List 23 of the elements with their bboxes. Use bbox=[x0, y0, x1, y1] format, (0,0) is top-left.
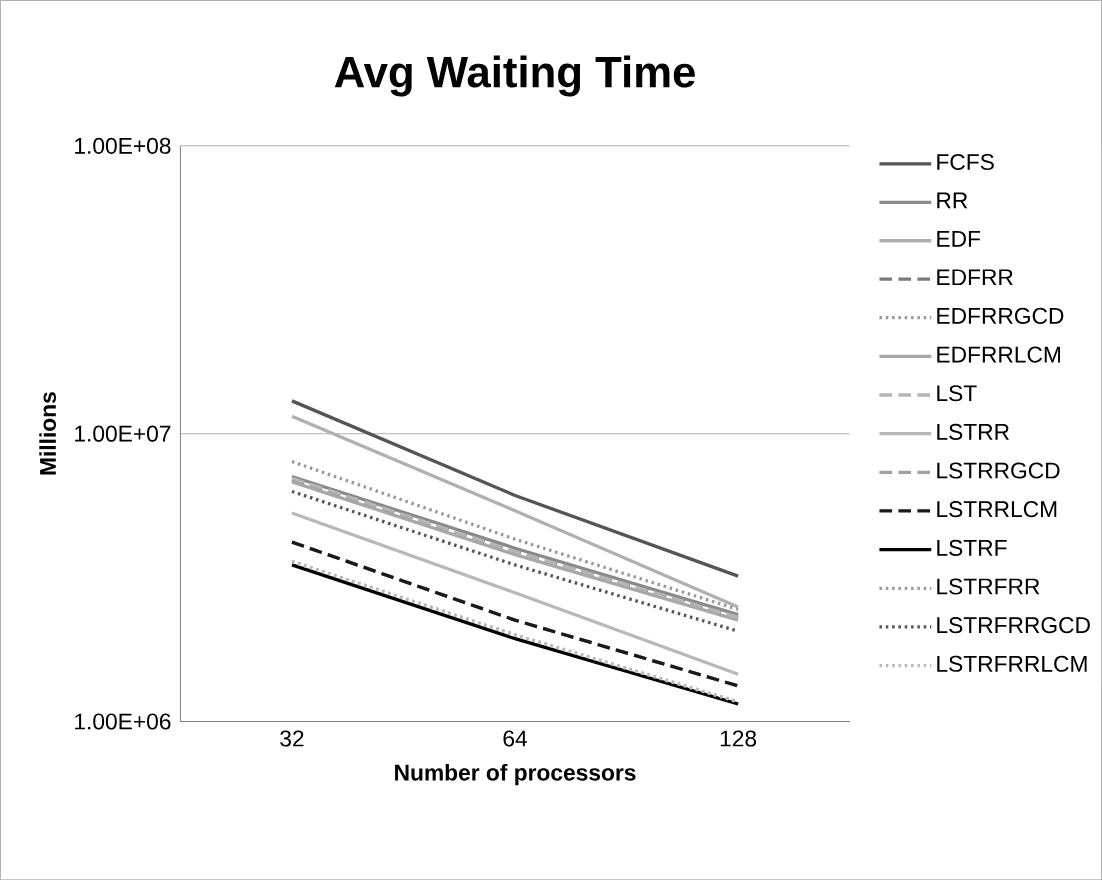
legend-label: RR bbox=[937, 192, 968, 209]
legend-label: LSTRR bbox=[937, 423, 1009, 440]
legend-label: LSTRRGCD bbox=[937, 462, 1060, 479]
legend-label: LSTRF bbox=[937, 539, 1007, 556]
x-tick-label: 64 bbox=[503, 730, 527, 747]
y-tick-label: 1.00E+08 bbox=[75, 137, 171, 154]
y-tick-label: 1.00E+07 bbox=[75, 425, 171, 442]
legend-label: LSTRFRR bbox=[937, 578, 1040, 595]
legend-label: LSTRFRRGCD bbox=[937, 616, 1090, 634]
x-tick-label: 32 bbox=[280, 730, 304, 747]
legend-label: FCFS bbox=[937, 153, 994, 170]
x-axis-title: Number of processors bbox=[395, 763, 636, 785]
legend-label: EDF bbox=[937, 230, 981, 247]
x-tick-label: 128 bbox=[720, 730, 757, 747]
legend-label: LSTRRLCM bbox=[937, 500, 1057, 518]
chart-title: Avg Waiting Time bbox=[334, 55, 695, 97]
legend-label: LSTRFRRLCM bbox=[937, 655, 1087, 672]
legend-label: LST bbox=[937, 384, 977, 402]
legend-label: EDFRRLCM bbox=[937, 346, 1061, 363]
y-tick-label: 1.00E+06 bbox=[75, 713, 171, 730]
y-axis-title: Millions bbox=[39, 392, 57, 475]
legend-label: EDFRRGCD bbox=[937, 307, 1064, 324]
legend-label: EDFRR bbox=[937, 269, 1013, 285]
